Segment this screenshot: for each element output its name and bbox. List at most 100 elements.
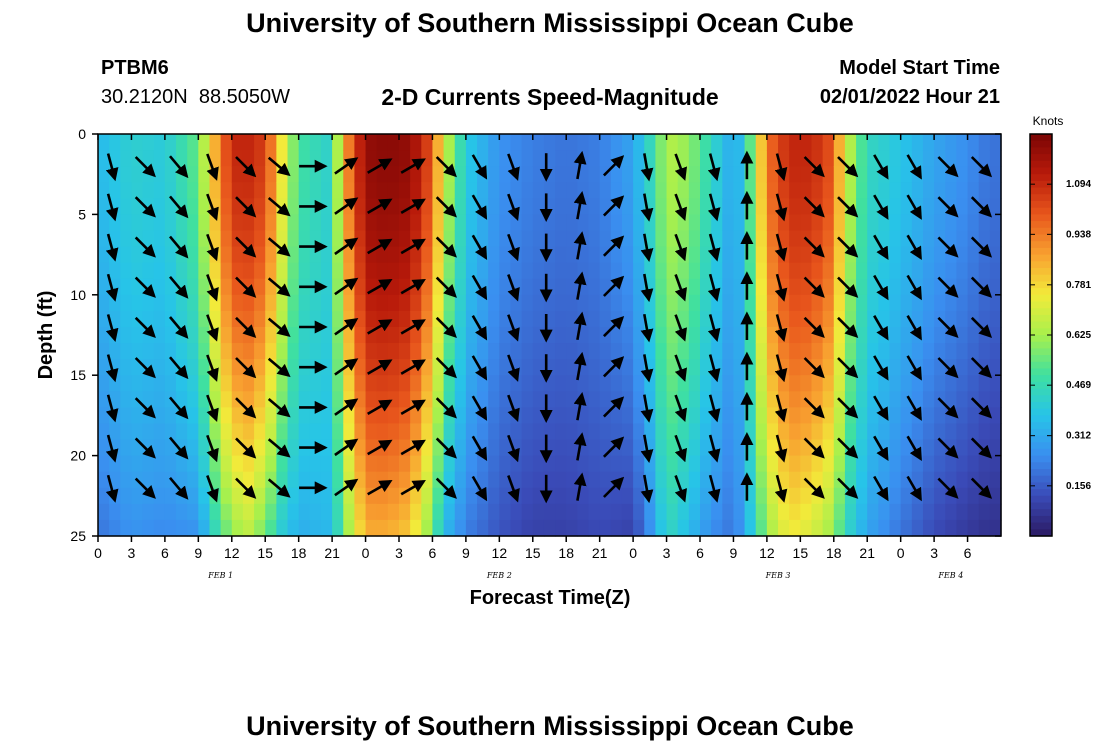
heatmap-cell — [566, 182, 578, 199]
heatmap-cell — [644, 439, 657, 457]
current-arrow — [803, 196, 825, 218]
heatmap-cell — [867, 310, 879, 328]
heatmap-cell — [176, 134, 188, 151]
heatmap-cell — [399, 246, 411, 264]
heatmap-cell — [822, 262, 835, 280]
heatmap-cell — [242, 150, 255, 167]
current-arrow — [873, 154, 889, 180]
heatmap-cell — [867, 391, 879, 408]
heatmap-cell — [499, 182, 512, 199]
station-coordinates: 30.2120N 88.5050W — [101, 86, 291, 108]
heatmap-cell — [822, 182, 835, 199]
heatmap-cell — [778, 343, 790, 360]
heatmap-cell — [454, 246, 467, 264]
current-arrow — [602, 155, 625, 177]
current-arrow — [507, 274, 520, 302]
heatmap-cell — [666, 519, 679, 537]
heatmap-cell — [432, 326, 445, 344]
current-arrow — [937, 156, 959, 178]
heatmap-cell — [588, 423, 601, 441]
heatmap-cell — [510, 310, 523, 328]
heatmap-cell — [844, 455, 857, 473]
heatmap-cell — [432, 487, 445, 505]
heatmap-cell — [298, 471, 311, 489]
heatmap-cell — [98, 375, 110, 392]
heatmap-cell — [911, 503, 924, 521]
heatmap-cell — [666, 455, 679, 473]
heatmap-cell — [878, 391, 891, 408]
heatmap-cell — [543, 198, 556, 215]
current-arrow — [906, 154, 922, 180]
heatmap-cell — [956, 294, 969, 312]
heatmap-cell — [588, 214, 601, 232]
heatmap-cell — [700, 471, 712, 489]
current-arrow — [937, 477, 959, 499]
heatmap-cell — [956, 310, 969, 328]
heatmap-cell — [332, 391, 344, 408]
current-arrow — [837, 477, 859, 499]
heatmap-cell — [800, 326, 813, 344]
heatmap-cell — [198, 262, 211, 280]
heatmap-cell — [599, 134, 612, 151]
heatmap-cell — [176, 455, 188, 473]
heatmap-cell — [666, 150, 679, 167]
heatmap-cell — [722, 503, 735, 521]
colorbar-swatch — [1030, 180, 1052, 189]
heatmap-cell — [320, 519, 333, 537]
heatmap-cell — [744, 166, 757, 183]
heatmap-cell — [454, 326, 467, 344]
heatmap-cell — [934, 198, 946, 215]
heatmap-cell — [320, 503, 333, 521]
heatmap-cell — [755, 391, 768, 408]
heatmap-cell — [822, 487, 835, 505]
heatmap-cell — [666, 487, 679, 505]
current-arrow — [367, 399, 393, 416]
heatmap-cell — [722, 278, 735, 296]
current-arrow — [906, 315, 922, 341]
heatmap-cell — [98, 343, 110, 360]
current-arrow — [105, 474, 119, 503]
heatmap-cell — [399, 391, 411, 408]
heatmap-cell — [688, 423, 701, 441]
heatmap-cell — [276, 150, 289, 167]
heatmap-cell — [187, 278, 199, 296]
heatmap-cell — [922, 519, 935, 537]
current-arrow — [640, 313, 654, 343]
heatmap-cell — [410, 519, 422, 537]
heatmap-cell — [900, 182, 913, 199]
heatmap-cell — [633, 391, 645, 408]
heatmap-cell — [499, 455, 512, 473]
y-tick-label: 0 — [78, 126, 86, 142]
heatmap-cell — [287, 134, 300, 151]
colorbar-swatch — [1030, 489, 1052, 497]
heatmap-cell — [499, 391, 512, 408]
heatmap-cell — [833, 407, 846, 425]
x-axis-label: Forecast Time(Z) — [470, 587, 631, 609]
heatmap-cell — [387, 166, 400, 183]
current-arrow — [837, 156, 859, 178]
heatmap-cell — [510, 134, 523, 151]
heatmap-cell — [254, 455, 266, 473]
heatmap-cell — [978, 519, 991, 537]
day-label: FEB 2 — [486, 571, 512, 580]
heatmap-cell — [822, 326, 835, 344]
heatmap-cell — [443, 519, 456, 537]
heatmap-cell — [488, 198, 500, 215]
heatmap-cell — [711, 423, 723, 441]
heatmap-cell — [633, 310, 645, 328]
heatmap-cell — [577, 182, 590, 199]
heatmap-cell — [454, 471, 467, 489]
heatmap-cell — [532, 407, 545, 425]
heatmap-cell — [354, 326, 367, 344]
heatmap-cell — [209, 471, 222, 489]
heatmap-cell — [644, 230, 657, 248]
heatmap-cell — [376, 407, 389, 425]
heatmap-cell — [978, 214, 991, 232]
colorbar-swatch — [1030, 408, 1052, 416]
current-arrow — [707, 434, 721, 463]
heatmap-cell — [878, 134, 891, 151]
heatmap-cell — [900, 230, 913, 248]
heatmap-cell — [176, 471, 188, 489]
current-arrow — [206, 475, 219, 503]
heatmap-cell — [153, 423, 166, 441]
